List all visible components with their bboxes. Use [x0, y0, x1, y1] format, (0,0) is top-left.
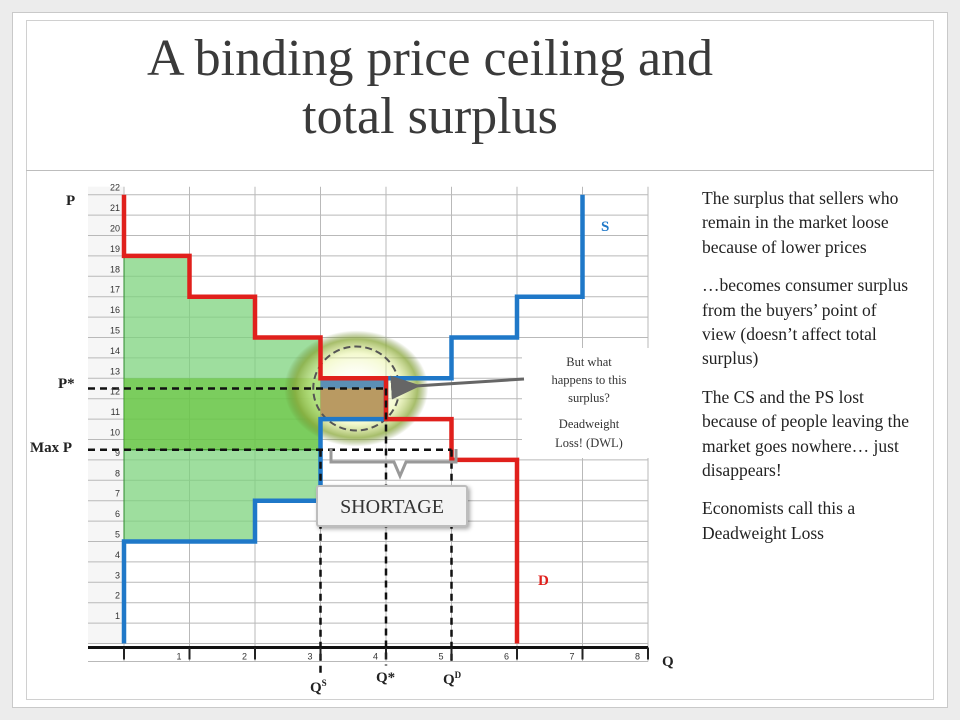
shortage-box — [316, 485, 468, 527]
max-price-label: Max P — [30, 440, 72, 456]
shortage-label: SHORTAGE — [340, 496, 444, 518]
producer-surplus-area — [123, 449, 321, 542]
y-tick-label: 15 — [110, 326, 120, 336]
callout-arrow — [390, 375, 525, 400]
title-divider — [26, 170, 934, 171]
y-tick-label: 8 — [115, 468, 120, 478]
y-tick-label: 20 — [110, 224, 120, 234]
explanation-paragraph-4: Economists call this a Deadweight Loss — [702, 498, 856, 543]
qs-label: QS — [310, 678, 327, 696]
y-tick-label: 7 — [115, 489, 120, 499]
y-tick-label: 19 — [110, 244, 120, 254]
x-tick-label: 2 — [242, 652, 247, 662]
x-tick-label: 5 — [438, 652, 443, 662]
y-tick-label: 1 — [115, 611, 120, 621]
tick-column — [88, 186, 124, 644]
callout-line-3: surplus? — [568, 391, 610, 405]
callout-line-4: Deadweight — [559, 417, 620, 431]
explanation-paragraph-3: The CS and the PS lost because of people… — [702, 386, 909, 481]
y-tick-label: 5 — [115, 530, 120, 540]
slide-title: A binding price ceiling and total surplu… — [60, 30, 800, 146]
dwl-producer-part — [320, 388, 386, 420]
demand-curve-label: D — [538, 573, 549, 589]
y-tick-label: 12 — [110, 387, 120, 397]
x-tick-label: 3 — [307, 652, 312, 662]
callout-line-2: happens to this — [552, 373, 627, 387]
y-tick-label: 2 — [115, 591, 120, 601]
y-tick-label: 16 — [110, 305, 120, 315]
explanation-text: The surplus that sellers who remain in t… — [702, 186, 912, 559]
y-tick-label: 22 — [110, 183, 120, 193]
supply-curve-label: S — [601, 219, 609, 235]
y-tick-label: 10 — [110, 428, 120, 438]
y-tick-label: 11 — [111, 407, 120, 417]
y-tick-label: 17 — [110, 285, 120, 295]
qd-label: QD — [443, 670, 462, 688]
callout-line-1: But what — [566, 355, 612, 369]
y-tick-label: 21 — [110, 203, 120, 213]
y-tick-label: 18 — [110, 264, 120, 274]
title-line-1: A binding price ceiling and — [146, 30, 714, 87]
y-tick-label: 6 — [115, 509, 120, 519]
p-star-label: P* — [58, 376, 75, 392]
dwl-consumer-part — [320, 378, 386, 389]
y-tick-label: 13 — [110, 366, 120, 376]
explanation-paragraph-1: The surplus that sellers who remain in t… — [702, 188, 899, 257]
y-tick-label: 9 — [115, 448, 120, 458]
y-axis-label: P — [66, 193, 75, 209]
title-line-2: total surplus — [302, 88, 558, 145]
shortage-bracket — [329, 449, 458, 480]
x-axis-label: Q — [662, 654, 674, 670]
x-tick-label: 8 — [635, 652, 640, 662]
surplus-areas — [123, 255, 321, 542]
x-tick-label: 7 — [569, 652, 574, 662]
y-tick-label: 3 — [115, 570, 120, 580]
y-tick-label: 14 — [110, 346, 120, 356]
x-tick-label: 4 — [373, 652, 378, 662]
callout-box — [522, 348, 656, 458]
explanation-paragraph-2: …becomes consumer surplus from the buyer… — [702, 275, 909, 369]
x-tick-label: 6 — [504, 652, 509, 662]
y-tick-label: 4 — [115, 550, 120, 560]
x-tick-label: 1 — [176, 652, 181, 662]
q-star-label: Q* — [376, 670, 395, 686]
callout-line-5: Loss! (DWL) — [555, 436, 623, 450]
